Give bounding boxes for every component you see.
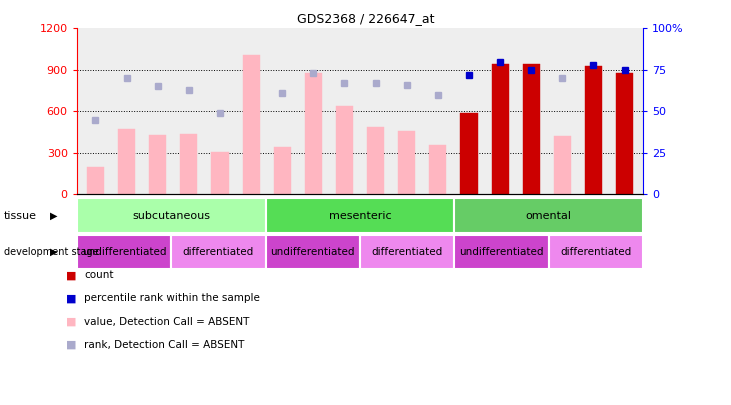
Bar [549,235,643,269]
Text: undifferentiated: undifferentiated [270,247,355,257]
Bar [149,135,166,194]
Text: GDS2368 / 226647_at: GDS2368 / 226647_at [297,12,434,25]
Bar [77,198,265,233]
Bar [181,134,197,194]
Bar [461,113,477,194]
Bar [367,127,385,194]
Bar [398,131,415,194]
Text: differentiated: differentiated [371,247,443,257]
Bar [265,235,360,269]
Text: ■: ■ [66,340,76,350]
Text: undifferentiated: undifferentiated [82,247,166,257]
Text: percentile rank within the sample: percentile rank within the sample [84,294,260,303]
Text: subcutaneous: subcutaneous [132,211,211,221]
Bar [554,136,571,194]
Text: development stage: development stage [4,247,98,257]
Bar [118,129,135,194]
Text: ■: ■ [66,294,76,303]
Bar [171,235,265,269]
Text: differentiated: differentiated [183,247,254,257]
Bar [336,106,353,194]
Bar [77,235,171,269]
Bar [360,235,455,269]
Text: ■: ■ [66,317,76,326]
Text: ▶: ▶ [50,247,57,257]
Text: value, Detection Call = ABSENT: value, Detection Call = ABSENT [84,317,249,326]
Bar [273,147,291,194]
Bar [585,66,602,194]
Bar [211,151,229,194]
Bar [455,235,549,269]
Bar [87,167,104,194]
Bar [429,145,447,194]
Text: ▶: ▶ [50,211,57,221]
Text: undifferentiated: undifferentiated [459,247,544,257]
Bar [305,72,322,194]
Text: mesenteric: mesenteric [329,211,391,221]
Text: differentiated: differentiated [561,247,632,257]
Text: ■: ■ [66,271,76,280]
Bar [491,64,509,194]
Text: count: count [84,271,113,280]
Bar [455,198,643,233]
Text: rank, Detection Call = ABSENT: rank, Detection Call = ABSENT [84,340,244,350]
Bar [243,55,260,194]
Text: omental: omental [526,211,572,221]
Bar [523,64,539,194]
Text: tissue: tissue [4,211,37,221]
Bar [616,72,633,194]
Bar [265,198,455,233]
